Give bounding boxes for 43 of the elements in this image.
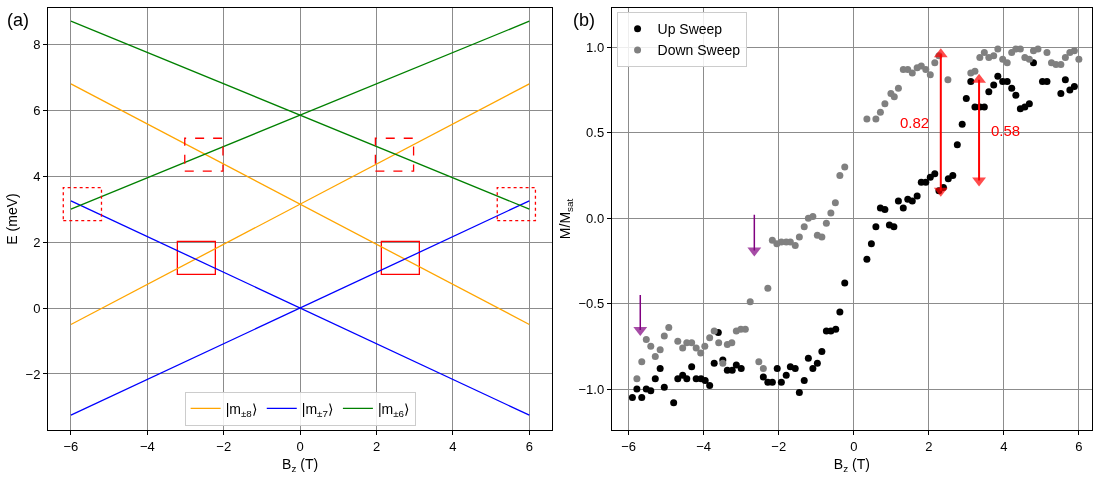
legend-label: |m$_{±8}$⟩	[225, 400, 257, 419]
y-tick-label: 1.0	[586, 39, 605, 55]
y-tick-label: 0.0	[586, 210, 605, 226]
y-tick-label: 8	[33, 36, 41, 52]
y-tick-label: −0.5	[578, 296, 605, 312]
x-tick-label: 2	[372, 438, 381, 454]
bar	[184, 137, 224, 172]
y-axis-title: E (meV)	[4, 193, 21, 245]
chart-title: (b)	[573, 10, 595, 30]
x-axis-title: B$_{z}$ (T)	[282, 455, 319, 474]
series-label: 0.82	[900, 114, 930, 131]
bar	[374, 137, 415, 172]
x-tick-label: −2	[216, 438, 232, 454]
x-tick-label: 6	[525, 438, 533, 454]
x-tick-label: 2	[925, 438, 933, 454]
x-tick-label: 6	[1075, 438, 1083, 454]
bar	[176, 240, 216, 275]
x-tick-label: −4	[139, 438, 155, 454]
series-label: 0.58	[991, 122, 1021, 139]
legend-label: Down Sweep	[657, 42, 741, 59]
bar	[380, 240, 420, 275]
y-tick-label: 2	[33, 234, 41, 250]
x-tick-label: 4	[449, 438, 457, 454]
bar	[62, 187, 103, 222]
x-tick-label: −6	[63, 438, 79, 454]
legend-label: Up Sweep	[657, 21, 723, 38]
y-tick-label: 0.5	[586, 125, 605, 141]
y-tick-label: 0	[33, 300, 41, 316]
x-axis-title: B$_{z}$ (T)	[833, 455, 870, 474]
y-tick-label: −1.0	[578, 381, 605, 397]
x-tick-label: −2	[771, 438, 787, 454]
x-tick-label: −6	[621, 438, 637, 454]
x-tick-label: 0	[850, 438, 858, 454]
x-tick-label: 4	[1000, 438, 1008, 454]
legend-label: |m$_{±6}$⟩	[377, 400, 410, 419]
bar	[496, 187, 537, 222]
legend-label: |m$_{±7}$⟩	[301, 400, 333, 419]
y-tick-label: 6	[33, 102, 41, 118]
y-tick-label: −2	[25, 366, 41, 382]
y-tick-label: 4	[33, 168, 41, 184]
x-tick-label: −4	[696, 438, 712, 454]
x-tick-label: 0	[296, 438, 304, 454]
chart-title: (a)	[7, 10, 29, 30]
